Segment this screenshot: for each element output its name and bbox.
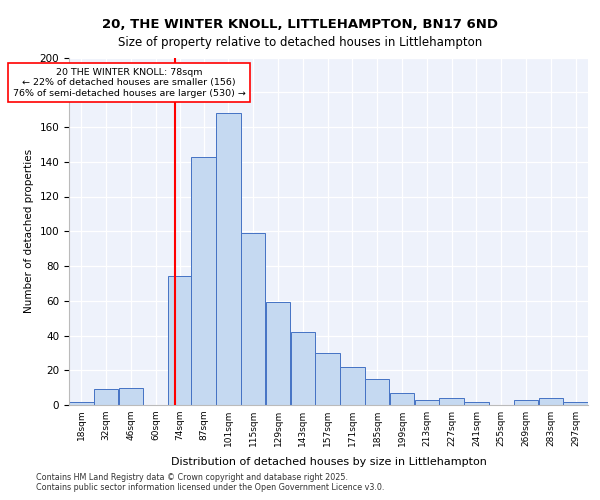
Bar: [365, 379, 389, 405]
Y-axis label: Number of detached properties: Number of detached properties: [24, 149, 34, 314]
Bar: [415, 400, 439, 405]
Bar: [69, 402, 94, 405]
Bar: [290, 332, 315, 405]
Bar: [119, 388, 143, 405]
Bar: [563, 402, 588, 405]
Bar: [191, 156, 216, 405]
Bar: [539, 398, 563, 405]
Bar: [316, 353, 340, 405]
Bar: [439, 398, 464, 405]
Bar: [94, 390, 118, 405]
Text: Size of property relative to detached houses in Littlehampton: Size of property relative to detached ho…: [118, 36, 482, 49]
Bar: [216, 113, 241, 405]
Bar: [340, 367, 365, 405]
Bar: [464, 402, 488, 405]
Bar: [514, 400, 538, 405]
Text: Contains HM Land Registry data © Crown copyright and database right 2025.
Contai: Contains HM Land Registry data © Crown c…: [36, 473, 385, 492]
Bar: [390, 393, 414, 405]
Text: 20, THE WINTER KNOLL, LITTLEHAMPTON, BN17 6ND: 20, THE WINTER KNOLL, LITTLEHAMPTON, BN1…: [102, 18, 498, 30]
Text: 20 THE WINTER KNOLL: 78sqm
← 22% of detached houses are smaller (156)
76% of sem: 20 THE WINTER KNOLL: 78sqm ← 22% of deta…: [13, 68, 245, 98]
Bar: [169, 276, 191, 405]
Bar: [241, 233, 265, 405]
Bar: [266, 302, 290, 405]
X-axis label: Distribution of detached houses by size in Littlehampton: Distribution of detached houses by size …: [170, 458, 487, 468]
